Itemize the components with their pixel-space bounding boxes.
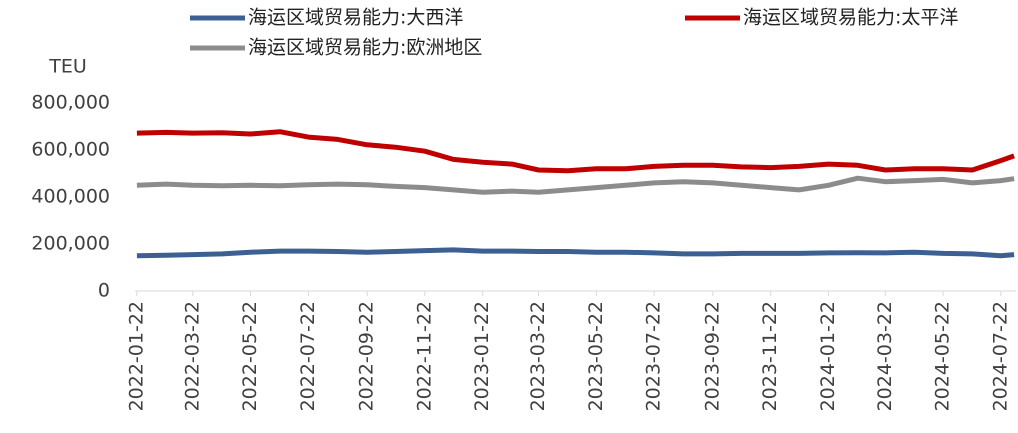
legend-label: 海运区域贸易能力:太平洋 [743, 7, 958, 29]
x-tick-label: 2022-09-22 [356, 301, 378, 411]
x-tick-label: 2023-11-22 [759, 301, 781, 411]
series-line [136, 175, 1015, 195]
x-tick-label: 2022-03-22 [181, 301, 203, 411]
y-axis-label: TEU [48, 56, 87, 78]
x-tick-label: 2022-07-22 [297, 301, 319, 411]
y-tick-label: 200,000 [31, 233, 110, 255]
y-tick-label: 400,000 [31, 186, 110, 208]
x-tick-label: 2022-01-22 [125, 301, 147, 411]
x-tick-label: 2022-11-22 [413, 301, 435, 411]
y-tick-label: 600,000 [31, 139, 110, 161]
x-tick-label: 2023-05-22 [585, 301, 607, 411]
x-tick-label: 2023-01-22 [471, 301, 493, 411]
x-tick-label: 2024-03-22 [874, 301, 896, 411]
y-tick-label: 0 [98, 280, 110, 302]
x-tick-label: 2022-05-22 [239, 301, 261, 411]
x-tick-label: 2023-07-22 [643, 301, 665, 411]
x-tick-label: 2023-09-22 [701, 301, 723, 411]
legend-label: 海运区域贸易能力:欧洲地区 [248, 37, 482, 59]
legend-label: 海运区域贸易能力:大西洋 [248, 7, 463, 29]
series-line [136, 129, 1015, 174]
x-tick-label: 2023-03-22 [527, 301, 549, 411]
x-tick-label: 2024-05-22 [932, 301, 954, 411]
series-line [136, 247, 1015, 259]
x-tick-label: 2024-07-22 [989, 301, 1011, 411]
x-tick-label: 2024-01-22 [817, 301, 839, 411]
y-tick-label: 800,000 [31, 92, 110, 114]
